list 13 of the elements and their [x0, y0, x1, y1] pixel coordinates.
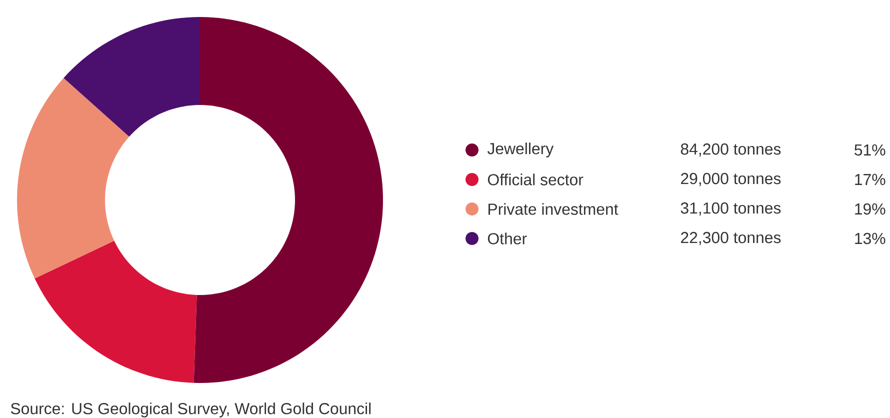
legend-label: Official sector [488, 174, 584, 186]
text: 51% [854, 144, 886, 156]
data-label: 29,000 tonnes [681, 172, 781, 186]
legend-label: Other [488, 232, 527, 244]
data-label: 22,300 tonnes [681, 232, 781, 246]
data-label: 84,200 tonnes [680, 143, 781, 157]
source-note: Source: US Geological Survey, World Gold Council [10, 402, 371, 418]
text: 13% [855, 232, 886, 244]
text: 19% [855, 203, 886, 215]
text: 17% [855, 174, 886, 186]
legend-label: Jewellery [487, 142, 554, 158]
data-label: 31,100 tonnes [680, 202, 781, 216]
legend-label: Private investment [488, 203, 618, 215]
